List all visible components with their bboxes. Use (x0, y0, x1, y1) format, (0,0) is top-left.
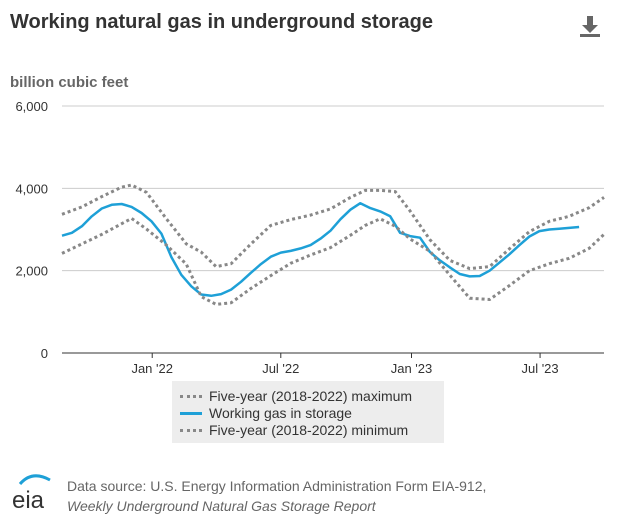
series-line-max[interactable] (61, 183, 605, 271)
legend-label-min: Five-year (2018-2022) minimum (209, 422, 409, 438)
source-line-1: Data source: U.S. Energy Information Adm… (67, 478, 487, 494)
y-tick-label: 4,000 (15, 181, 48, 196)
legend-label-max: Five-year (2018-2022) maximum (209, 388, 413, 404)
legend-label-working: Working gas in storage (209, 405, 352, 421)
y-tick-label: 6,000 (15, 99, 48, 114)
series-lines (61, 183, 606, 306)
legend-swatch-working (180, 411, 202, 415)
legend-swatch-max (180, 394, 202, 398)
data-source: Data source: U.S. Energy Information Adm… (67, 476, 486, 516)
eia-logo[interactable]: eia (10, 472, 56, 512)
download-icon[interactable] (578, 14, 602, 38)
legend: Five-year (2018-2022) maximum Working ga… (172, 381, 444, 443)
source-line-2: Weekly Underground Natural Gas Storage R… (67, 498, 376, 514)
y-tick-label: 0 (41, 346, 48, 361)
x-tick-label: Jan '22 (131, 361, 173, 376)
legend-item-working[interactable]: Working gas in storage (180, 404, 352, 422)
x-tick-label: Jul '23 (521, 361, 558, 376)
legend-swatch-min (180, 428, 202, 432)
series-line-min[interactable] (61, 216, 606, 306)
series-line-working[interactable] (61, 201, 580, 298)
x-tick-label: Jul '22 (262, 361, 299, 376)
y-tick-label: 2,000 (15, 264, 48, 279)
unit-label: billion cubic feet (10, 74, 129, 91)
chart-title: Working natural gas in underground stora… (10, 11, 433, 33)
x-tick-label: Jan '23 (391, 361, 433, 376)
svg-text:eia: eia (12, 487, 45, 512)
legend-item-max[interactable]: Five-year (2018-2022) maximum (180, 387, 412, 405)
legend-item-min[interactable]: Five-year (2018-2022) minimum (180, 421, 408, 439)
gridlines (62, 105, 604, 272)
y-axis-ticks: 0 2,000 4,000 6,000 (15, 99, 48, 361)
x-axis: Jan '22 Jul '22 Jan '23 Jul '23 (62, 352, 604, 376)
